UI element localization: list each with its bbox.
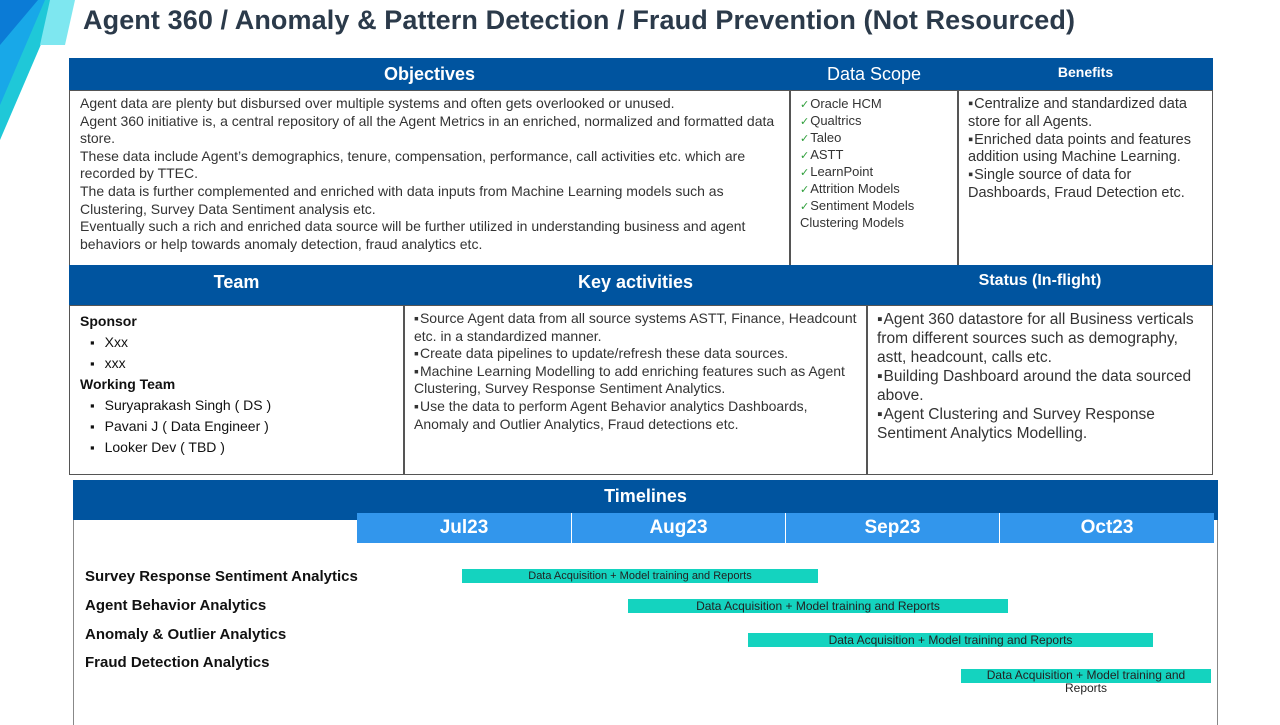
data-scope-item: Sentiment Models (800, 198, 948, 215)
status-item: Agent Clustering and Survey Response Sen… (877, 405, 1203, 443)
objectives-paragraph: These data include Agent’s demographics,… (80, 147, 746, 182)
key-activities-panel: Source Agent data from all source system… (404, 305, 867, 475)
key-activity-item: Create data pipelines to update/refresh … (414, 345, 857, 363)
objectives-paragraph: The data is further complemented and enr… (80, 182, 724, 217)
timelines-panel (73, 480, 1218, 725)
team-header: Team (69, 265, 404, 305)
timeline-bar-survey-response: Data Acquisition + Model training and Re… (462, 569, 818, 583)
team-member: Suryaprakash Singh ( DS ) (80, 395, 393, 416)
key-activity-item: Source Agent data from all source system… (414, 310, 857, 345)
team-member: Pavani J ( Data Engineer ) (80, 416, 393, 437)
data-scope-item: ASTT (800, 147, 948, 164)
benefit-item: Enriched data points and features additi… (968, 132, 1203, 168)
timeline-bar-fraud-detection: Data Acquisition + Model training and Re… (961, 669, 1211, 695)
benefits-list: Centralize and standardized data store f… (968, 96, 1203, 203)
sponsor-item: Xxx (80, 332, 393, 353)
objectives-paragraph: Eventually such a rich and enriched data… (80, 218, 746, 252)
benefit-item: Centralize and standardized data store f… (968, 96, 1203, 132)
timeline-row-label: Anomaly & Outlier Analytics (85, 626, 287, 643)
team-panel: Sponsor Xxx xxx Working Team Suryaprakas… (69, 305, 404, 475)
data-scope-item: Clustering Models (800, 215, 905, 230)
status-header: Status (In-flight) (867, 265, 1213, 305)
timeline-row-label: Agent Behavior Analytics (85, 597, 267, 614)
data-scope-panel: Oracle HCM Qualtrics Taleo ASTT LearnPoi… (790, 90, 958, 267)
month-sep23: Sep23 (786, 513, 1000, 543)
objectives-paragraph: Agent 360 initiative is, a central repos… (80, 112, 775, 147)
month-aug23: Aug23 (572, 513, 786, 543)
working-team-label: Working Team (80, 376, 176, 392)
timeline-bar-agent-behavior: Data Acquisition + Model training and Re… (628, 599, 1008, 613)
key-activities-header: Key activities (404, 265, 867, 305)
status-panel: Agent 360 datastore for all Business ver… (867, 305, 1213, 475)
benefits-panel: Centralize and standardized data store f… (958, 90, 1213, 267)
status-item: Agent 360 datastore for all Business ver… (877, 310, 1203, 367)
data-scope-item: Qualtrics (800, 113, 948, 130)
month-jul23: Jul23 (357, 513, 572, 543)
objectives-text: Agent data are plenty but disbursed over… (80, 95, 779, 253)
timeline-row-label: Fraud Detection Analytics (85, 654, 270, 671)
timeline-row-label: Survey Response Sentiment Analytics (85, 568, 358, 585)
data-scope-item: LearnPoint (800, 164, 948, 181)
objectives-paragraph: Agent data are plenty but disbursed over… (80, 95, 675, 111)
page-title: Agent 360 / Anomaly & Pattern Detection … (83, 5, 1076, 35)
objectives-panel: Agent data are plenty but disbursed over… (69, 90, 790, 267)
sponsor-label: Sponsor (80, 313, 137, 329)
status-item: Building Dashboard around the data sourc… (877, 367, 1203, 405)
benefit-item: Single source of data for Dashboards, Fr… (968, 167, 1203, 203)
benefits-header: Benefits (958, 58, 1213, 90)
data-scope-item: Oracle HCM (800, 96, 948, 113)
data-scope-item: Taleo (800, 130, 948, 147)
data-scope-header: Data Scope (790, 58, 958, 90)
sponsor-item: xxx (80, 353, 393, 374)
corner-decoration (0, 0, 75, 140)
team-member: Looker Dev ( TBD ) (80, 437, 393, 458)
data-scope-item: Attrition Models (800, 181, 948, 198)
timeline-bar-anomaly-outlier: Data Acquisition + Model training and Re… (748, 633, 1153, 647)
key-activities-list: Source Agent data from all source system… (414, 310, 857, 433)
month-oct23: Oct23 (1000, 513, 1214, 543)
objectives-header: Objectives (69, 58, 790, 90)
key-activity-item: Use the data to perform Agent Behavior a… (414, 398, 857, 433)
key-activity-item: Machine Learning Modelling to add enrich… (414, 363, 857, 398)
status-list: Agent 360 datastore for all Business ver… (877, 310, 1203, 443)
data-scope-list: Oracle HCM Qualtrics Taleo ASTT LearnPoi… (800, 96, 948, 231)
